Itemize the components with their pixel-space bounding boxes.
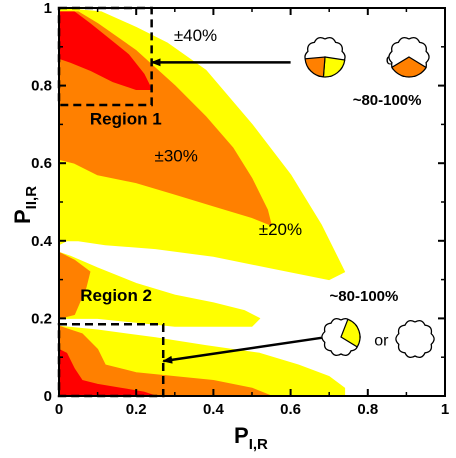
arrows-layer — [150, 58, 322, 364]
text-layer: 0 0.2 0.4 0.6 0.8 100.20.40.60.81PI,RPII,R±40… — [10, 0, 449, 453]
y-tick-label: 0.6 — [31, 155, 52, 172]
x-tick-label: 0.8 — [357, 401, 378, 418]
y-tick-label: 1 — [44, 0, 52, 17]
band-label: ±40% — [174, 26, 217, 45]
band-region — [59, 251, 261, 327]
x-tick-label: 0.4 — [203, 401, 225, 418]
x-tick-label: 0 — [55, 401, 63, 418]
molecule-wedge-orange-1b — [391, 56, 427, 78]
x-axis-title-main: P — [234, 423, 249, 448]
molecule-wedge-orange-1a — [304, 56, 326, 78]
x-axis-title: PI,R — [234, 423, 268, 453]
molecule-icon-2b — [395, 319, 435, 359]
bands-layer — [59, 8, 346, 396]
x-axis-title-sub: I,R — [249, 436, 268, 453]
x-tick-label: 1 — [441, 401, 449, 418]
tick-layer — [58, 7, 446, 397]
y-axis-title-main: P — [10, 209, 35, 224]
x-tick-label: 0.2 — [126, 401, 147, 418]
molecule-wedge-yellow-2a — [340, 318, 361, 348]
y-tick-label: 0.2 — [31, 310, 52, 327]
band-region — [59, 325, 272, 396]
icons-layer — [304, 37, 435, 359]
pct2-label: ~80-100% — [330, 288, 399, 305]
band-label: ±30% — [155, 146, 198, 165]
y-axis-title: PII,R — [10, 186, 40, 224]
band-label: ±20% — [259, 220, 302, 239]
band-region — [59, 251, 91, 319]
pct1-label: ~80-100% — [353, 92, 422, 109]
band-region — [59, 348, 156, 396]
or2-label: or — [374, 333, 389, 350]
y-axis-title-sub: II,R — [23, 186, 40, 210]
molecule-wedge-yellow-1a — [322, 56, 346, 78]
y-tick-label: 0 — [44, 388, 52, 405]
y-tick-label: 0.8 — [31, 78, 52, 95]
y-tick-label: 0.4 — [31, 233, 53, 250]
x-tick-label: 0.6 — [280, 401, 301, 418]
region2-label: Region 2 — [80, 286, 152, 305]
arrow2 — [162, 336, 322, 364]
region1-label: Region 1 — [90, 109, 162, 128]
